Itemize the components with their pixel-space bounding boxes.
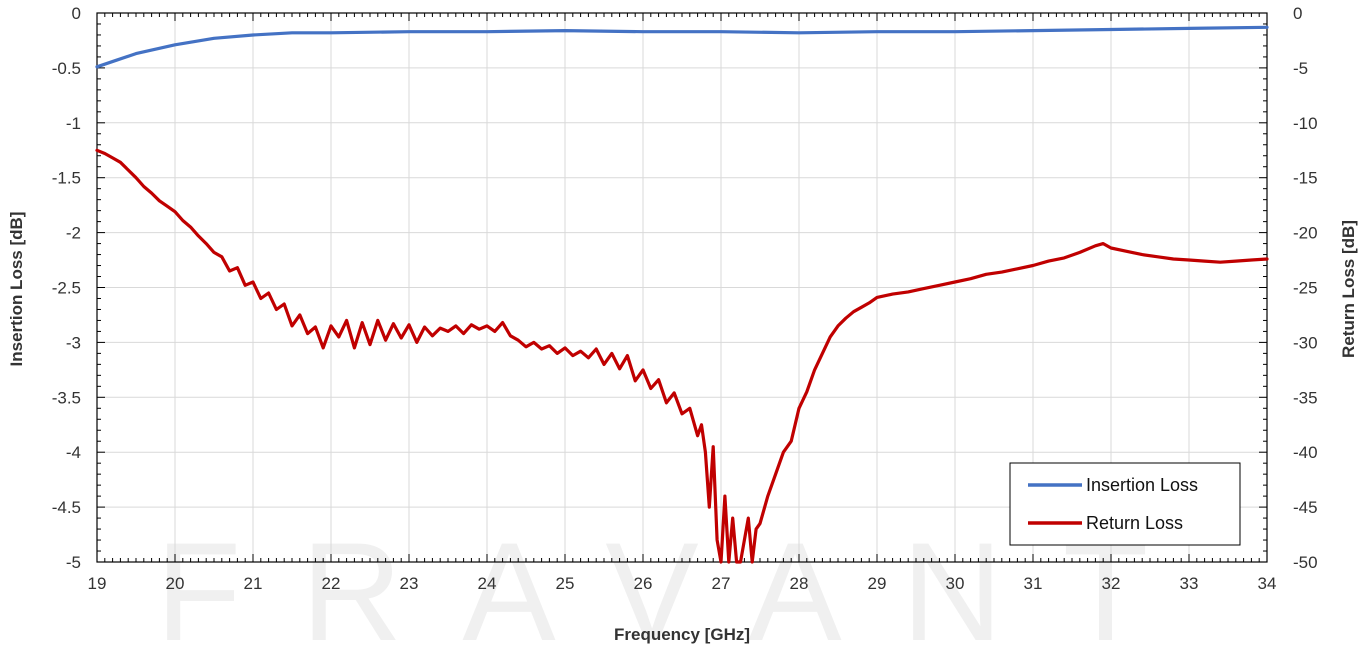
y-right-tick-label: -40 (1293, 443, 1318, 462)
y-right-tick-label: -10 (1293, 114, 1318, 133)
x-tick-label: 27 (712, 574, 731, 593)
x-tick-label: 21 (244, 574, 263, 593)
series-insertion-loss-line (95, 25, 1269, 69)
legend-box (1009, 462, 1241, 546)
y-right-tick-label: -50 (1293, 553, 1318, 572)
x-tick-label: 24 (478, 574, 497, 593)
y-left-tick-label: -2 (66, 224, 81, 243)
x-tick-label: 22 (322, 574, 341, 593)
y-axis-right-title: Return Loss [dB] (1339, 220, 1358, 358)
series-return-loss-line (95, 148, 1269, 564)
x-tick-label: 26 (634, 574, 653, 593)
y-left-tick-label: -2.5 (52, 279, 81, 298)
x-tick-label: 30 (946, 574, 965, 593)
grid (97, 13, 1267, 562)
y-left-tick-label: 0 (72, 4, 81, 23)
x-tick-label: 19 (88, 574, 107, 593)
y-axis-left-title: Insertion Loss [dB] (7, 212, 26, 367)
x-tick-label: 28 (790, 574, 809, 593)
x-axis-title: Frequency [GHz] (614, 625, 750, 644)
x-tick-label: 33 (1180, 574, 1199, 593)
y-right-tick-label: -5 (1293, 59, 1308, 78)
series-layer (95, 25, 1269, 564)
y-left-tick-label: -0.5 (52, 59, 81, 78)
x-tick-label: 25 (556, 574, 575, 593)
axes (96, 12, 1268, 563)
x-tick-label: 32 (1102, 574, 1121, 593)
watermark-text: FRAVANT (156, 513, 1209, 647)
y-left-tick-label: -3 (66, 333, 81, 352)
x-tick-label: 34 (1258, 574, 1277, 593)
x-tick-label: 20 (166, 574, 185, 593)
legend-label-insertion-loss: Insertion Loss (1086, 475, 1198, 495)
x-tick-label: 23 (400, 574, 419, 593)
y-right-tick-label: -20 (1293, 224, 1318, 243)
x-tick-label: 31 (1024, 574, 1043, 593)
y-left-tick-label: -4 (66, 443, 81, 462)
tick-labels: 19 20 21 22 23 24 25 26 27 28 29 30 31 32 33 34 0 -0.5 -1 -… (52, 4, 1318, 593)
legend: Insertion Loss Return Loss (1009, 462, 1241, 546)
y-left-tick-label: -5 (66, 553, 81, 572)
y-right-tick-label: -45 (1293, 498, 1318, 517)
legend-label-return-loss: Return Loss (1086, 513, 1183, 533)
y-right-tick-label: 0 (1293, 4, 1302, 23)
y-left-tick-label: -3.5 (52, 388, 81, 407)
y-right-tick-label: -30 (1293, 333, 1318, 352)
x-tick-label: 29 (868, 574, 887, 593)
y-left-tick-label: -1 (66, 114, 81, 133)
y-right-tick-label: -15 (1293, 169, 1318, 188)
y-left-tick-label: -4.5 (52, 498, 81, 517)
y-right-tick-label: -25 (1293, 279, 1318, 298)
y-left-tick-label: -1.5 (52, 169, 81, 188)
y-right-tick-label: -35 (1293, 388, 1318, 407)
